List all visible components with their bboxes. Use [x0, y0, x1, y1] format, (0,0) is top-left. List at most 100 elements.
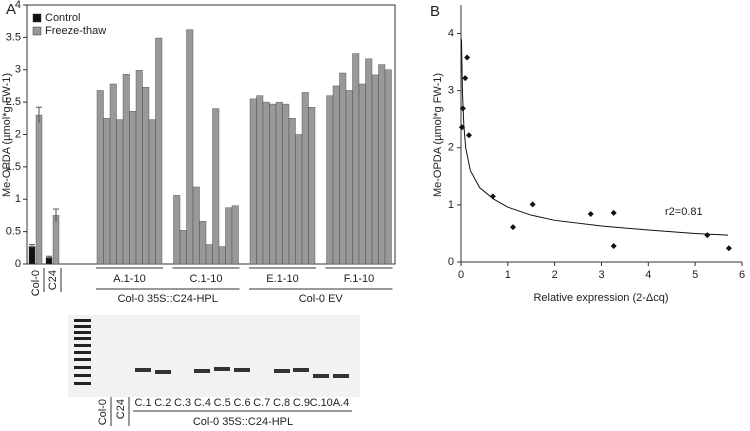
bar	[345, 90, 353, 265]
point	[610, 243, 617, 250]
y-tick-label: 0.5	[6, 226, 21, 238]
bar	[116, 119, 124, 265]
x-tick-label: 0	[458, 269, 464, 281]
error-bar	[29, 244, 35, 249]
lane-label: C.2	[154, 397, 171, 409]
x-tick-label: C24	[47, 270, 59, 290]
bar	[288, 118, 296, 265]
error-bar	[46, 255, 52, 259]
y-tick-label: 3	[448, 85, 454, 97]
lane-label: Col-0	[97, 399, 109, 425]
y-tick-label: 3.5	[6, 31, 21, 43]
point	[465, 132, 472, 139]
bar	[301, 92, 309, 265]
lane-label: A.4	[333, 397, 350, 409]
lane-label: C.9	[293, 397, 310, 409]
bar	[52, 215, 60, 265]
bar	[109, 83, 117, 265]
bar	[186, 29, 194, 265]
bar	[179, 230, 187, 265]
y-tick-label: 1.5	[6, 161, 21, 173]
lane-label: C.7	[253, 397, 270, 409]
x-tick-label: 2	[552, 269, 558, 281]
bar	[326, 95, 334, 265]
bar	[358, 83, 366, 265]
bar	[256, 95, 264, 265]
y-tick-label: 1	[448, 199, 454, 211]
x-tick-label: 1	[505, 269, 511, 281]
point	[458, 124, 465, 131]
gel-bands	[135, 367, 349, 378]
bar	[339, 72, 347, 265]
y-tick-label: 2.5	[6, 96, 21, 108]
bar	[205, 244, 213, 265]
bar	[135, 70, 143, 265]
y-axis-label: Me-OPDA (µmol*g FW-1)	[432, 73, 444, 197]
x-tick-label: Col-0	[30, 270, 42, 296]
error-bar	[36, 106, 42, 123]
group-label: A.1-10	[113, 273, 145, 285]
bar	[282, 103, 290, 265]
lane-label: C.1	[134, 397, 151, 409]
legend-label: Control	[45, 12, 80, 24]
bar	[199, 221, 207, 265]
bar	[378, 64, 386, 265]
bracket-label: Col-0 35S::C24-HPL	[118, 293, 218, 305]
bar	[192, 186, 200, 265]
y-tick-label: 4	[448, 27, 454, 39]
bar	[212, 108, 220, 265]
bar	[384, 69, 392, 265]
group-label: E.1-10	[266, 273, 298, 285]
bar	[262, 101, 270, 265]
lane-label: C.4	[194, 397, 211, 409]
legend-swatch	[32, 13, 42, 23]
y-tick-label: 4	[15, 0, 21, 11]
x-tick-label: 3	[598, 269, 604, 281]
group-label: C.1-10	[189, 273, 222, 285]
bar	[295, 134, 303, 265]
point	[489, 193, 496, 200]
fit-curve	[460, 39, 728, 236]
point	[459, 105, 466, 112]
point	[725, 245, 732, 252]
bar	[269, 103, 277, 265]
lane-label: C.5	[214, 397, 231, 409]
point	[610, 209, 617, 216]
annotation: r2=0.81	[665, 206, 703, 218]
bar	[332, 85, 340, 265]
bar	[35, 114, 43, 265]
error-bar	[53, 208, 59, 222]
bar	[352, 53, 360, 265]
y-tick-label: 0	[448, 256, 454, 268]
y-tick-label: 2	[15, 128, 21, 140]
lane-label: C.3	[174, 397, 191, 409]
bar	[275, 101, 283, 265]
x-tick-label: 6	[739, 269, 745, 281]
lane-label: C.6	[233, 397, 250, 409]
bar	[122, 74, 130, 265]
bar	[231, 205, 239, 265]
gel-caption: Col-0 35S::C24-HPL	[193, 416, 293, 428]
point	[509, 224, 516, 231]
x-tick-label: 5	[692, 269, 698, 281]
point	[464, 54, 471, 61]
legend-label: Freeze-thaw	[45, 25, 106, 37]
y-tick-label: 2	[448, 142, 454, 154]
point	[462, 75, 469, 82]
lane-label: C24	[115, 399, 127, 419]
bracket-label: Col-0 EV	[299, 293, 344, 305]
group-label: F.1-10	[344, 273, 375, 285]
bar	[142, 87, 150, 265]
point	[529, 201, 536, 208]
bar	[173, 195, 181, 265]
point	[704, 232, 711, 239]
y-tick-label: 0	[15, 258, 21, 270]
bar	[225, 207, 233, 265]
y-tick-label: 1	[15, 193, 21, 205]
legend-swatch	[32, 26, 42, 36]
y-axis-label: Me-OPDA (µmol*g FW-1)	[1, 73, 13, 197]
bar	[218, 246, 226, 265]
bar	[28, 246, 36, 265]
